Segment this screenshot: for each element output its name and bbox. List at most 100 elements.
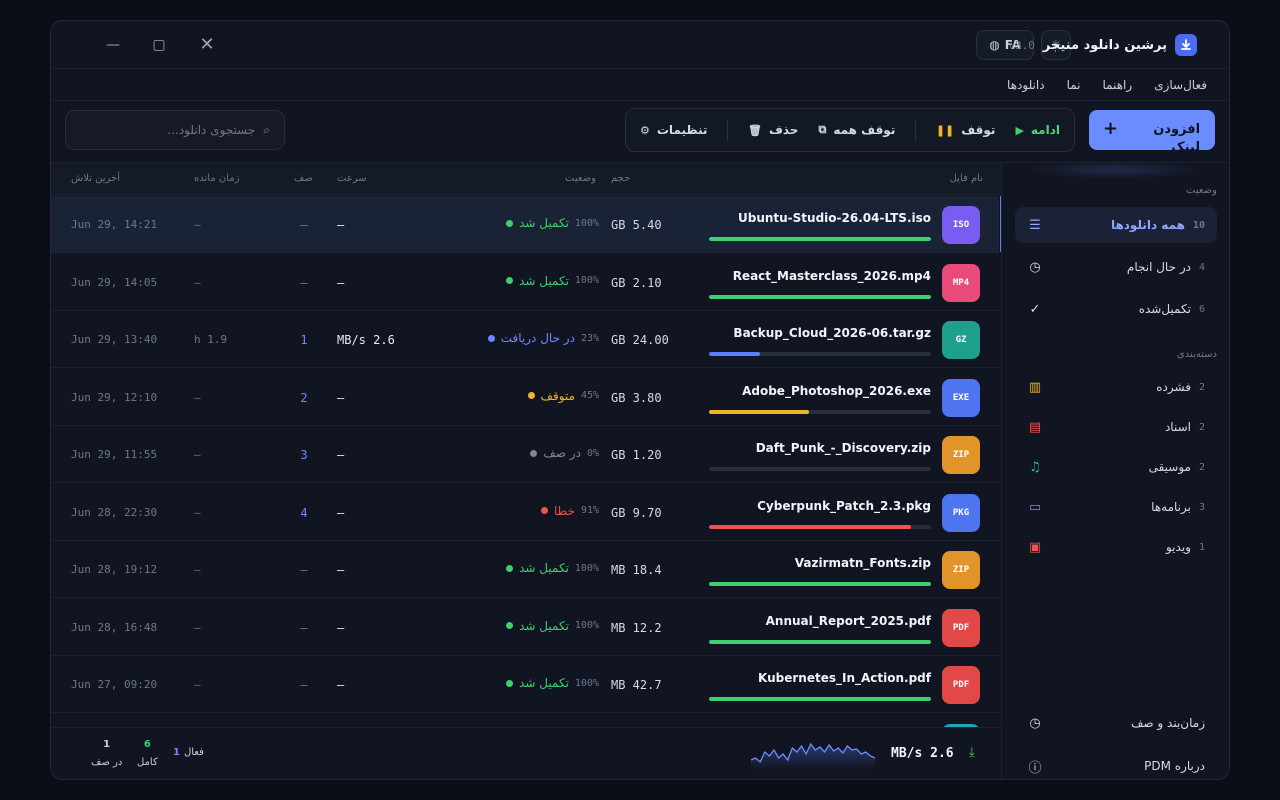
progress-bar — [709, 582, 931, 586]
menu-downloads[interactable]: دانلودها — [1007, 78, 1045, 92]
gear-icon: ⚙ — [640, 123, 650, 137]
sidebar-item[interactable]: ▥ فشرده 2 — [1015, 369, 1217, 405]
table-row[interactable]: MP4 React_Masterclass_2026.mp4 GB 2.10 تکمی… — [51, 254, 999, 311]
download-speed: — — [337, 390, 345, 405]
sidebar-item-label: موسیقی — [1148, 460, 1191, 474]
time-remaining: — — [194, 678, 201, 691]
table-row[interactable] — [51, 714, 999, 729]
menu-bar: دانلودها نما راهنما فعال‌سازی — [51, 69, 1229, 101]
last-attempt: Jun 29, 14:21 — [71, 218, 158, 231]
file-type-icon: MP4 — [942, 263, 980, 302]
clock-icon: ◷ — [1029, 259, 1041, 275]
file-size: GB 1.20 — [611, 448, 662, 462]
sidebar-item[interactable]: ▤ اسناد 2 — [1015, 409, 1217, 445]
download-speed: — — [337, 563, 345, 577]
app-window: ✕ ▢ — ☼ ◍ FA پرشین دانلود منیجر v3.0 دان… — [50, 20, 1230, 780]
monitor-icon: ▭ — [1028, 499, 1042, 515]
table-row[interactable]: ZIP Vazirmatn_Fonts.zip MB 18.4 تکمیل شد 100… — [51, 541, 999, 598]
file-size: MB 42.7 — [611, 678, 662, 692]
header-speed[interactable]: سرعت — [337, 173, 367, 184]
status-dot-icon — [506, 679, 514, 687]
file-type-icon: ISO — [942, 206, 980, 244]
table-row[interactable]: ISO Ubuntu-Studio-26.04-LTS.iso GB 5.40 تکم… — [51, 196, 1003, 253]
pause-button[interactable]: ❚❚ توقف — [935, 123, 996, 137]
download-speed: — — [337, 275, 345, 290]
status-dot-icon — [506, 622, 514, 629]
sidebar: وضعیت ☰ همه دانلودها 10 ◷ در حال انجام 4 ✓ تکمی… — [1001, 161, 1229, 779]
sidebar-item[interactable]: ▭ برنامه‌ها 3 — [1015, 489, 1217, 525]
sidebar-item-label: همه دانلودها — [1110, 218, 1185, 232]
search-input[interactable] — [95, 123, 256, 137]
maximize-window-button[interactable]: ▢ — [152, 37, 166, 53]
menu-activation[interactable]: فعال‌سازی — [1154, 78, 1207, 92]
progress-bar — [709, 697, 931, 701]
file-name: Backup_Cloud_2026-06.tar.gz — [733, 326, 931, 340]
menu-view[interactable]: نما — [1066, 78, 1081, 92]
status-label: متوقف — [540, 388, 575, 403]
table-row[interactable]: PKG Cyberpunk_Patch_2.3.pkg GB 9.70 خطا 91% —… — [51, 484, 999, 541]
sidebar-item[interactable]: ♫ موسیقی 2 — [1015, 449, 1217, 485]
table-row[interactable]: PDF Annual_Report_2025.pdf MB 12.2 تکمیل شد… — [51, 599, 999, 656]
add-link-button[interactable]: + افزودن لینک — [1089, 110, 1215, 150]
time-remaining: — — [194, 563, 201, 576]
table-row[interactable]: EXE Adobe_Photoshop_2026.exe GB 3.80 متوقف 4… — [51, 369, 999, 426]
file-name: Cyberpunk_Patch_2.3.pkg — [757, 498, 931, 513]
sidebar-item[interactable]: ◷ زمان‌بند و صف — [1015, 705, 1217, 741]
header-eta[interactable]: زمان مانده — [194, 173, 240, 184]
sidebar-item[interactable]: ☰ همه دانلودها 10 — [1015, 207, 1217, 243]
sidebar-item[interactable]: ⓘ درباره PDM — [1015, 748, 1217, 779]
download-speed: — — [337, 505, 345, 520]
sidebar-item-count: 2 — [1198, 461, 1205, 473]
status-percent: 100% — [574, 562, 599, 574]
pause-all-button[interactable]: ⧉ توقف همه — [818, 123, 896, 137]
status-percent: 100% — [574, 620, 599, 631]
header-name[interactable]: نام فایل — [949, 173, 983, 184]
file-size: GB 9.70 — [611, 505, 662, 520]
sidebar-item-label: تکمیل‌شده — [1138, 302, 1191, 316]
table-row[interactable]: ZIP Daft_Punk_-_Discovery.zip GB 1.20 در صف… — [51, 426, 999, 483]
settings-button[interactable]: ⚙ تنظیمات — [640, 123, 708, 137]
video-icon: ▣ — [1028, 539, 1042, 555]
header-last-attempt[interactable]: آخرین تلاش — [71, 173, 121, 184]
progress-bar — [709, 352, 931, 356]
sidebar-item[interactable]: ✓ تکمیل‌شده 6 — [1015, 291, 1217, 327]
header-size[interactable]: حجم — [611, 173, 631, 184]
sidebar-item-label: زمان‌بند و صف — [1131, 716, 1205, 730]
status-badge: تکمیل شد 100% — [506, 216, 599, 230]
app-name: پرشین دانلود منیجر — [1042, 37, 1167, 53]
status-badge: تکمیل شد 100% — [506, 274, 599, 288]
menu-help[interactable]: راهنما — [1102, 78, 1133, 92]
header-queue[interactable]: صف — [294, 173, 313, 184]
sun-icon: ☼ — [1050, 38, 1062, 52]
delete-button[interactable]: 🗑︎ حذف — [747, 123, 799, 137]
file-size: GB 24.00 — [611, 333, 669, 347]
download-speed: — — [337, 678, 345, 692]
sidebar-item[interactable]: ◷ در حال انجام 4 — [1015, 249, 1217, 285]
queue-position: 1 — [300, 333, 308, 347]
table-row[interactable]: GZ Backup_Cloud_2026-06.tar.gz GB 24.00 در … — [51, 311, 999, 368]
app-logo-icon — [1175, 34, 1197, 56]
sidebar-item[interactable]: ▣ ویدیو 1 — [1015, 529, 1217, 565]
completed-stat: 6 کامل — [137, 739, 158, 768]
table-row[interactable]: PDF Kubernetes_In_Action.pdf MB 42.7 تکمیل … — [51, 656, 999, 713]
last-attempt: Jun 29, 14:05 — [71, 275, 158, 289]
trash-icon: 🗑︎ — [747, 123, 762, 137]
close-window-button[interactable]: ✕ — [199, 34, 215, 55]
header-status[interactable]: وضعیت — [565, 173, 596, 184]
resume-button[interactable]: ▶ ادامه — [1015, 123, 1060, 137]
progress-fill — [709, 524, 912, 529]
table-header: نام فایل حجم وضعیت سرعت صف زمان مانده آخ… — [51, 163, 1003, 195]
progress-fill — [709, 582, 931, 586]
sidebar-item-label: فشرده — [1156, 380, 1191, 394]
progress-fill — [709, 352, 761, 356]
status-badge: در حال دریافت 23% — [487, 331, 599, 345]
file-size: GB 2.10 — [611, 275, 662, 290]
status-dot-icon — [541, 507, 549, 514]
progress-fill — [709, 639, 931, 644]
minimize-window-button[interactable]: — — [106, 37, 120, 53]
file-type-icon: PKG — [942, 493, 980, 532]
language-button[interactable]: ◍ FA — [976, 30, 1034, 60]
theme-toggle-button[interactable]: ☼ — [1041, 30, 1071, 60]
status-dot-icon — [487, 334, 495, 342]
queue-position: 2 — [300, 390, 308, 405]
